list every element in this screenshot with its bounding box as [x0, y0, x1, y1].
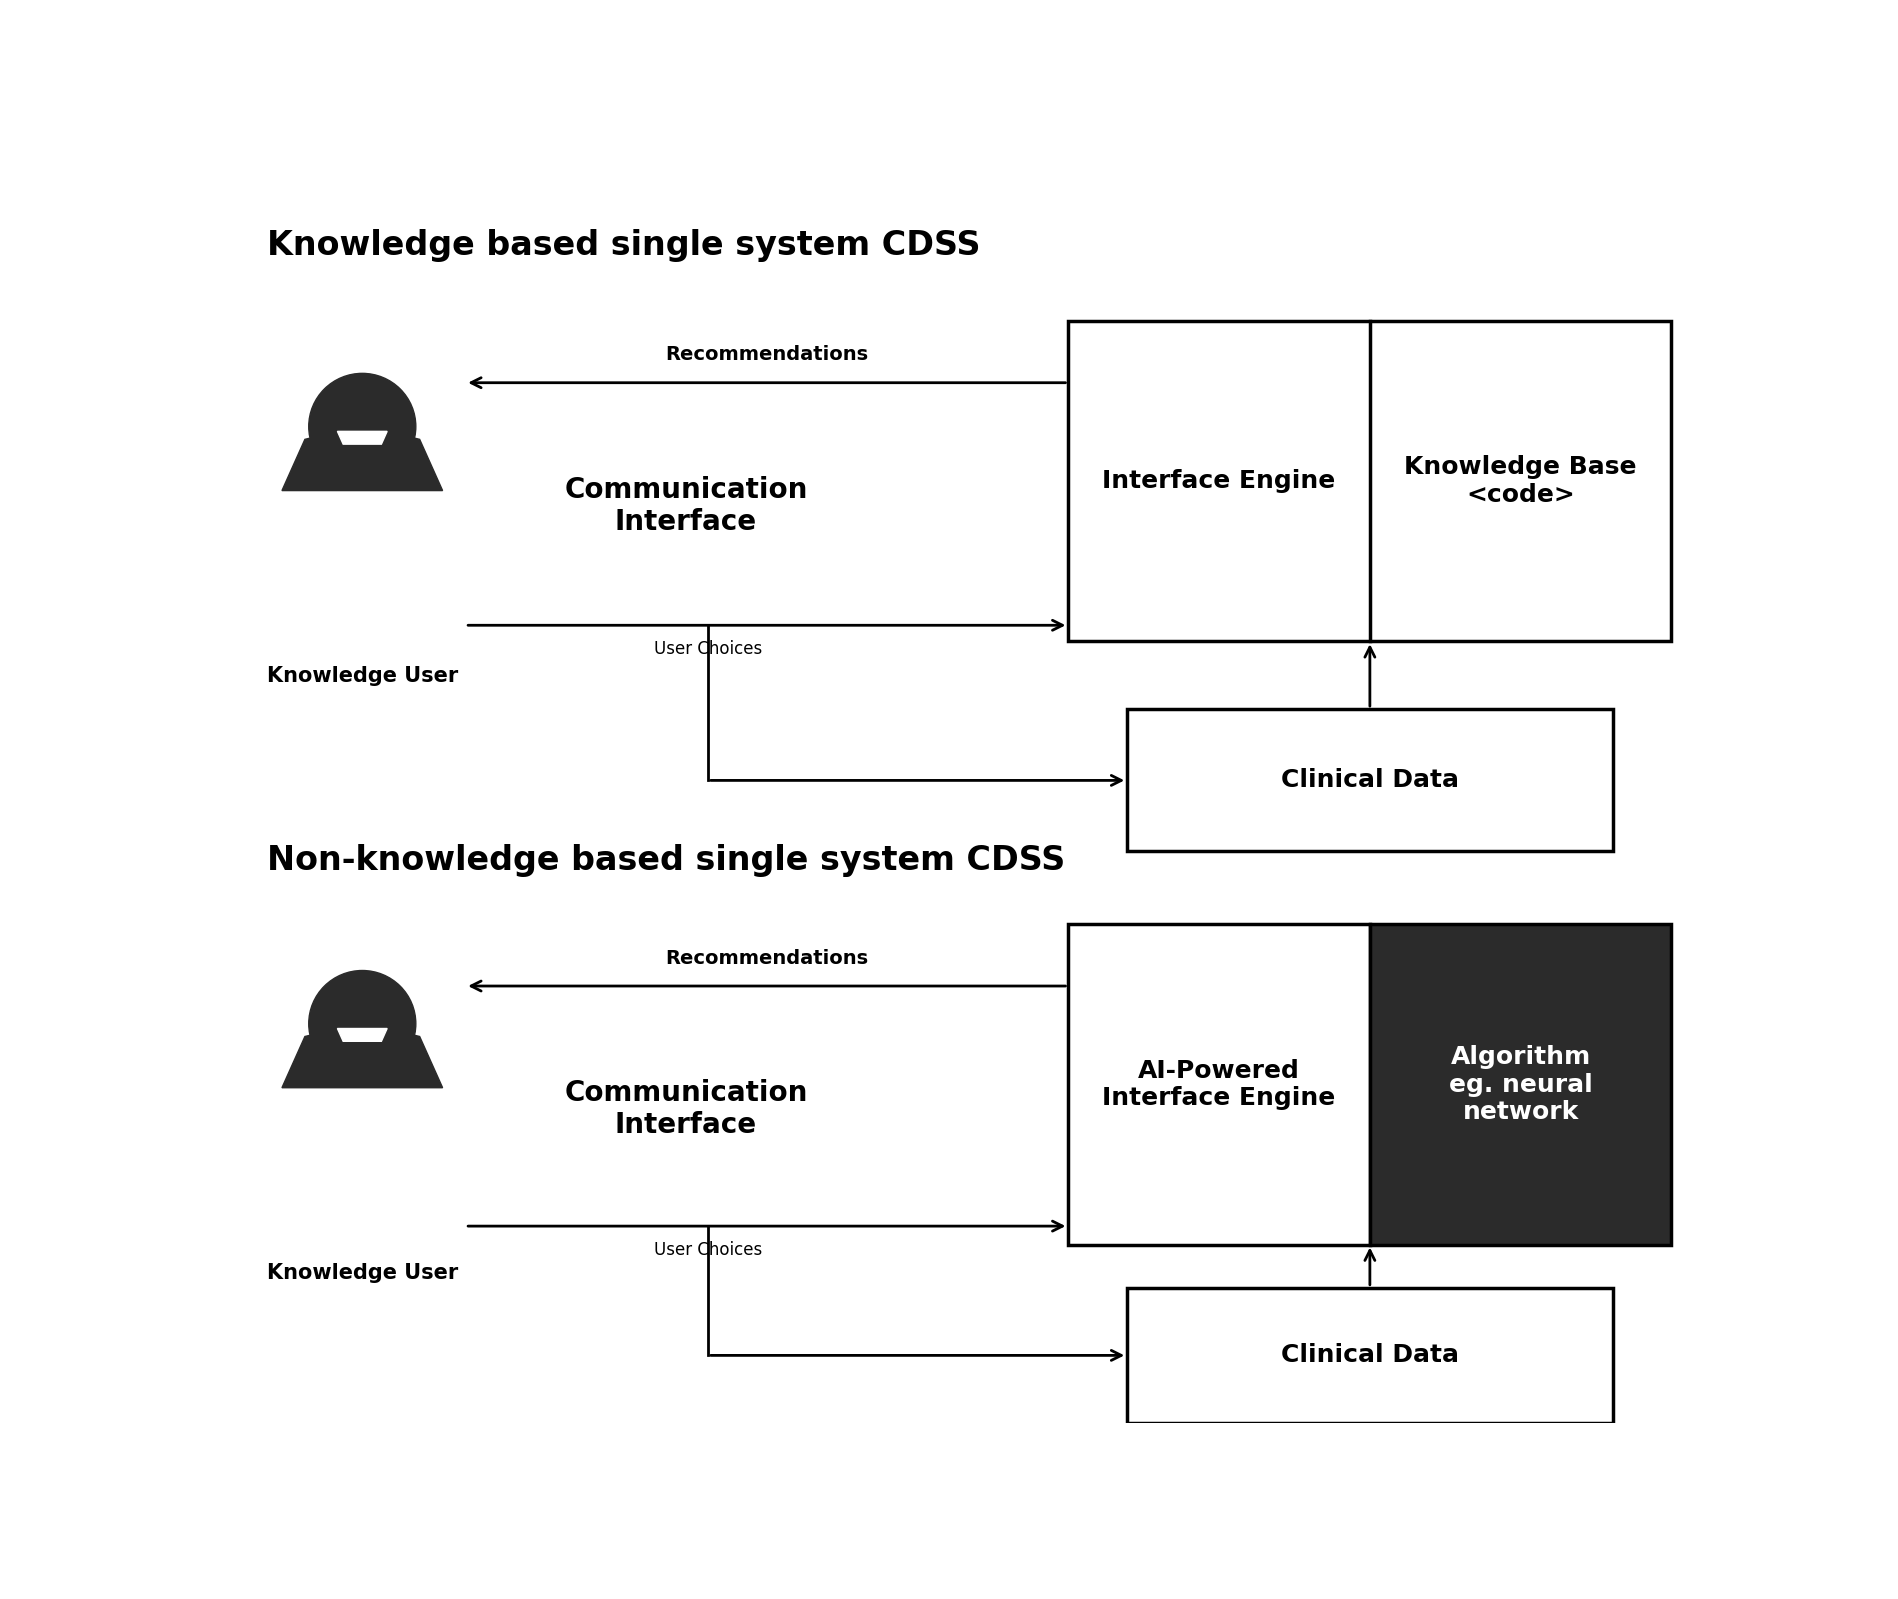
- Bar: [1370, 924, 1672, 1244]
- Ellipse shape: [309, 373, 416, 480]
- Bar: [1127, 1287, 1613, 1423]
- Polygon shape: [283, 432, 442, 491]
- Text: Recommendations: Recommendations: [664, 948, 869, 967]
- Text: Knowledge User: Knowledge User: [266, 1263, 457, 1282]
- Polygon shape: [283, 1028, 442, 1087]
- Text: AI-Powered
Interface Engine: AI-Powered Interface Engine: [1103, 1059, 1336, 1110]
- Text: Knowledge User: Knowledge User: [266, 665, 457, 686]
- Text: Non-knowledge based single system CDSS: Non-knowledge based single system CDSS: [266, 844, 1065, 878]
- Text: Knowledge based single system CDSS: Knowledge based single system CDSS: [266, 229, 979, 262]
- Text: Clinical Data: Clinical Data: [1281, 1343, 1460, 1367]
- Bar: [1069, 924, 1370, 1244]
- Text: Communication
Interface: Communication Interface: [564, 1079, 807, 1140]
- Text: User Choices: User Choices: [653, 640, 763, 659]
- Ellipse shape: [309, 971, 416, 1076]
- Text: Communication
Interface: Communication Interface: [564, 475, 807, 536]
- Text: Recommendations: Recommendations: [664, 345, 869, 365]
- Text: Knowledge Base
<code>: Knowledge Base <code>: [1405, 456, 1636, 507]
- Text: Algorithm
eg. neural
network: Algorithm eg. neural network: [1448, 1044, 1592, 1124]
- Polygon shape: [338, 432, 387, 445]
- Text: Clinical Data: Clinical Data: [1281, 768, 1460, 792]
- Bar: [1127, 708, 1613, 851]
- Text: User Choices: User Choices: [653, 1241, 763, 1258]
- Text: Interface Engine: Interface Engine: [1103, 469, 1336, 492]
- Bar: [1069, 321, 1672, 641]
- Polygon shape: [338, 1028, 387, 1041]
